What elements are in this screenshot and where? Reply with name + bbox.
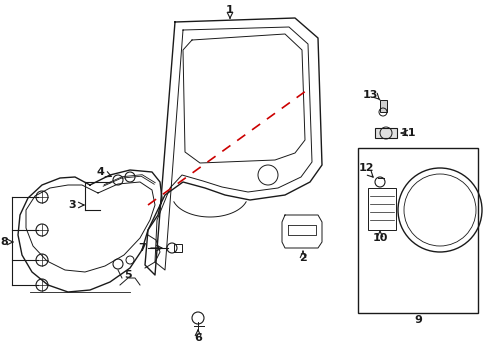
Text: 7: 7: [138, 243, 145, 253]
Bar: [367, 188, 395, 230]
Text: 6: 6: [194, 333, 202, 343]
Text: 12: 12: [358, 163, 373, 173]
Text: 11: 11: [400, 128, 415, 138]
Bar: [357, 148, 477, 313]
Text: 4: 4: [96, 167, 104, 177]
Bar: [174, 244, 182, 252]
Text: 3: 3: [68, 200, 76, 210]
Text: 13: 13: [362, 90, 377, 100]
Text: 2: 2: [299, 253, 306, 263]
Text: 1: 1: [225, 5, 233, 15]
Bar: [374, 128, 396, 138]
Text: 9: 9: [413, 315, 421, 325]
Bar: [379, 100, 386, 112]
Text: 8: 8: [0, 237, 8, 247]
Text: 5: 5: [124, 270, 132, 280]
Text: 10: 10: [371, 233, 387, 243]
